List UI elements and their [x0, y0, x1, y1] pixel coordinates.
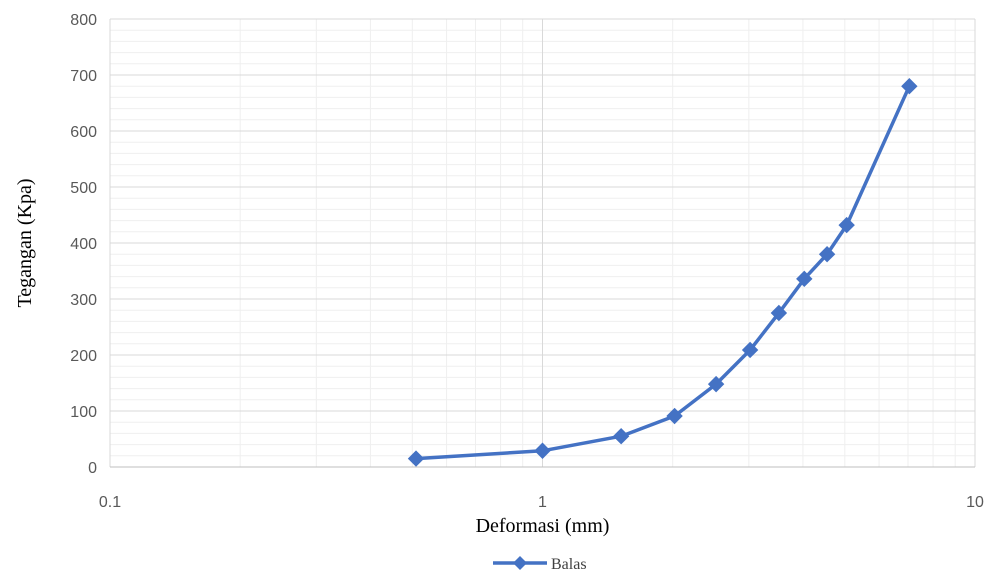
data-point	[707, 375, 725, 393]
data-point	[838, 216, 855, 234]
y-tick-label: 100	[70, 404, 97, 421]
data-point	[612, 427, 630, 445]
y-tick-label: 400	[70, 236, 97, 253]
data-point	[666, 407, 683, 425]
y-tick-label: 800	[70, 12, 97, 29]
data-point	[796, 270, 813, 288]
x-tick-label: 0.1	[99, 494, 121, 511]
x-tick-label: 10	[966, 494, 984, 511]
data-point	[407, 450, 425, 467]
major-gridlines	[109, 18, 976, 467]
y-tick-label: 200	[70, 348, 97, 365]
data-point	[770, 304, 788, 322]
y-tick-label: 0	[88, 460, 97, 477]
x-tick-label: 1	[538, 494, 547, 511]
legend[interactable]: Balas	[493, 556, 587, 573]
y-axis-tick-labels: 0 100 200 300 400 500 600 700 800	[70, 12, 97, 477]
x-axis-title: Deformasi (mm)	[476, 515, 610, 537]
data-point	[741, 341, 759, 359]
y-axis-title: Tegangan (Kpa)	[14, 178, 36, 307]
y-tick-label: 500	[70, 180, 97, 197]
data-point	[818, 245, 836, 263]
y-tick-label: 700	[70, 68, 97, 85]
y-tick-label: 300	[70, 292, 97, 309]
data-point	[901, 77, 918, 95]
series-group	[407, 77, 918, 467]
y-tick-label: 600	[70, 124, 97, 141]
data-point	[534, 442, 551, 459]
x-axis-tick-labels: 0.1 1 10	[99, 494, 984, 511]
legend-diamond-marker	[513, 556, 527, 570]
legend-label-balas: Balas	[551, 556, 587, 573]
